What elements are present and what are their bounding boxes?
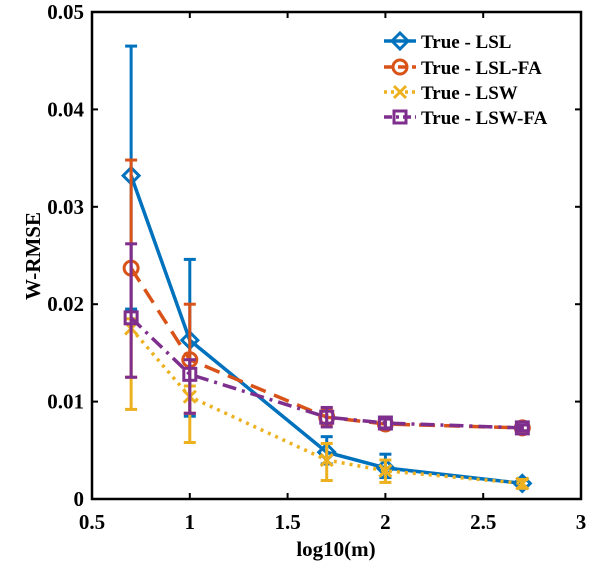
legend: True - LSL True - LSL-FA True - LSW True - …: [384, 30, 548, 129]
data-point: [515, 476, 530, 491]
data-point: [319, 452, 334, 468]
x-tick-label: 0.5: [79, 510, 105, 534]
tick-labels: 0.5 1 1.5 2 2.5 3 0 0.01 0.02 0.03 0.04 0.05: [47, 0, 586, 534]
axes-box: [90, 10, 583, 501]
x-tick-label: 3: [576, 510, 587, 534]
plot-frame: [90, 10, 583, 501]
x-tick-label: 1.5: [274, 510, 300, 534]
y-axis-title: W-RMSE: [21, 212, 45, 300]
y-tick-label: 0.03: [47, 195, 84, 219]
legend-marker: [392, 109, 408, 125]
x-axis-title: log10(m): [296, 537, 375, 561]
legend-marker: [389, 30, 411, 52]
data-point: [378, 463, 393, 478]
y-tick-label: 0: [74, 487, 85, 511]
x-tick-label: 2: [380, 510, 391, 534]
legend-label: True - LSW-FA: [421, 108, 548, 129]
legend-item: True - LSW: [384, 83, 518, 104]
series-layer: [120, 44, 533, 494]
y-tick-label: 0.01: [47, 390, 84, 414]
legend-label: True - LSW: [421, 83, 518, 104]
y-tick-label: 0.04: [47, 97, 84, 121]
x-tick-label: 1: [185, 510, 196, 534]
data-point: [123, 310, 139, 326]
series-line: [129, 316, 523, 430]
y-tick-label: 0.02: [47, 292, 84, 316]
x-tick-label: 2.5: [470, 510, 496, 534]
legend-marker: [391, 58, 409, 76]
legend-item: True - LSL-FA: [384, 58, 542, 79]
legend-marker: [392, 84, 408, 100]
data-point: [182, 366, 198, 382]
series-4: [123, 242, 530, 436]
legend-item: True - LSW-FA: [384, 108, 548, 129]
legend-label: True - LSL-FA: [421, 58, 542, 79]
data-point: [377, 415, 393, 431]
data-point: [319, 409, 335, 425]
y-tick-label: 0.05: [47, 0, 84, 24]
data-point: [514, 420, 530, 436]
legend-item: True - LSL: [384, 30, 511, 53]
legend-label: True - LSL: [421, 32, 511, 53]
